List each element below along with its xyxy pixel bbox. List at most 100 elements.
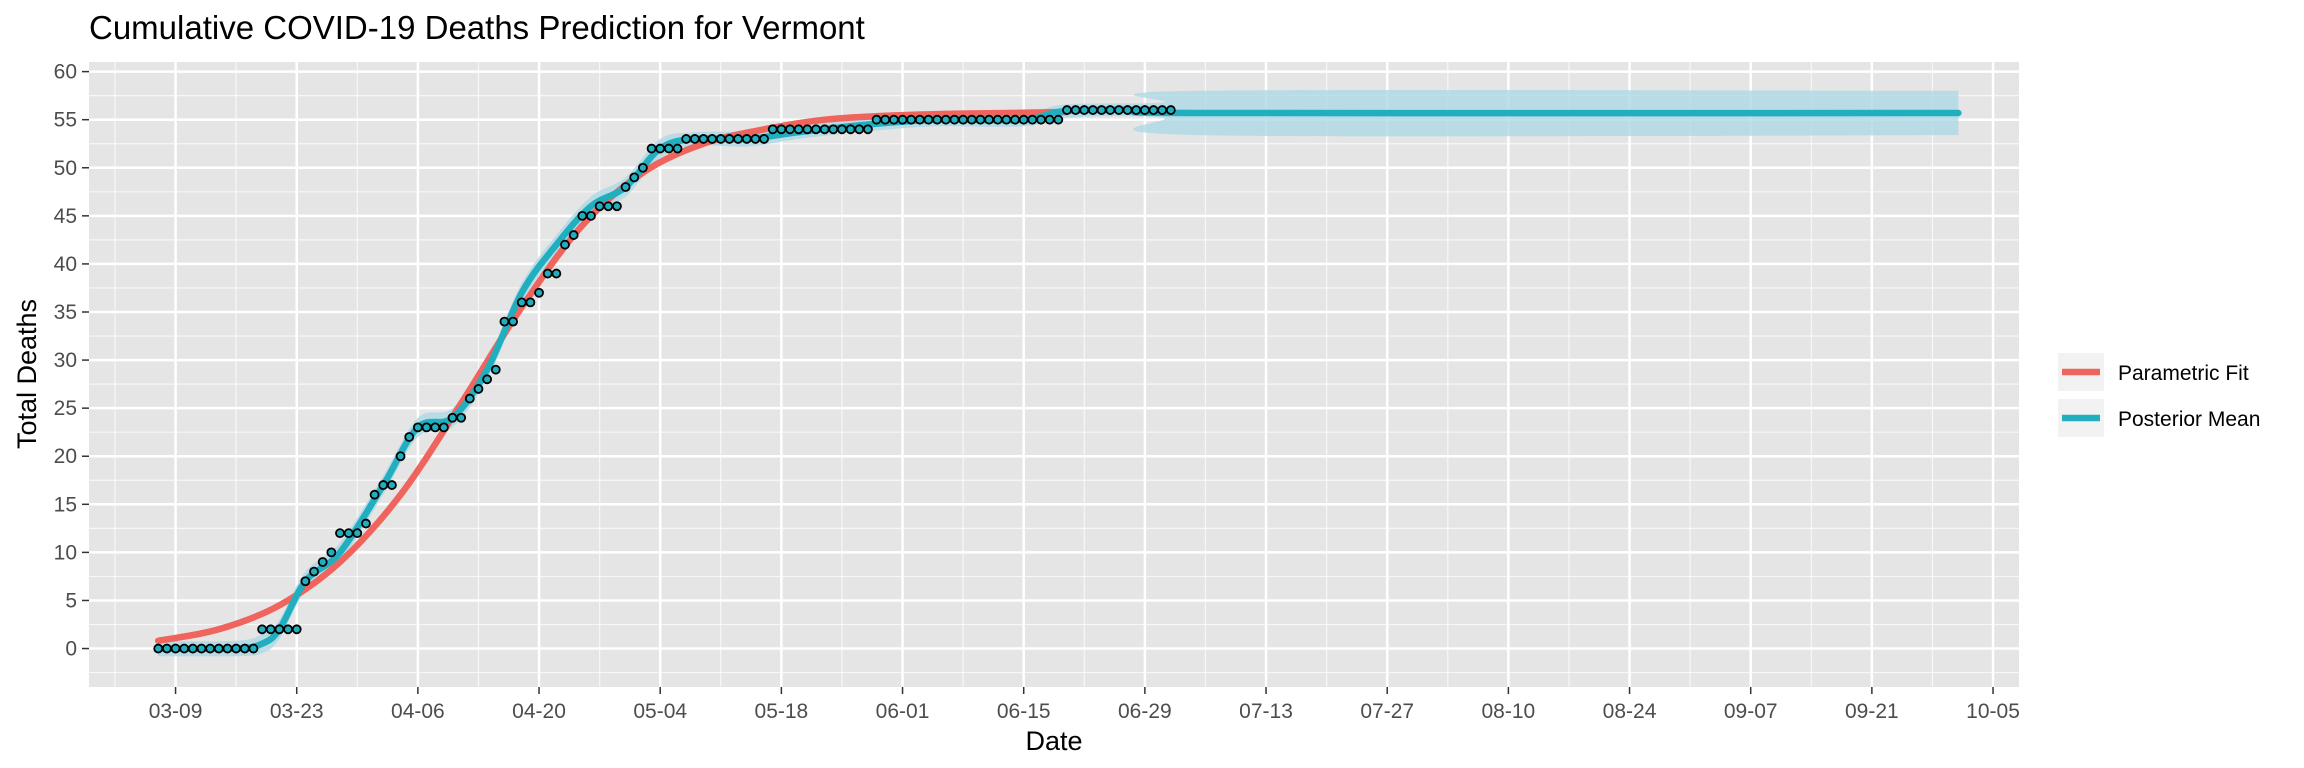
observed-point [1148, 105, 1159, 115]
observed-point [733, 134, 744, 144]
observed-point [681, 134, 692, 144]
y-axis-title: Total Deaths [12, 299, 42, 449]
observed-point [274, 624, 285, 635]
observed-point [404, 432, 415, 442]
observed-point [231, 643, 242, 654]
x-tick-label: 07-13 [1239, 700, 1293, 723]
observed-point [153, 643, 164, 654]
observed-point [863, 124, 873, 135]
y-tick-label: 5 [65, 589, 77, 612]
x-tick-label: 07-27 [1360, 700, 1414, 723]
observed-point [361, 518, 371, 529]
observed-point [629, 172, 640, 183]
observed-point [395, 451, 406, 462]
y-tick-label: 10 [54, 541, 77, 564]
observed-point [205, 643, 216, 654]
observed-point [1096, 105, 1107, 115]
observed-point [845, 124, 856, 135]
x-tick-label: 03-09 [149, 700, 203, 723]
observed-point [767, 124, 778, 135]
y-axis: 0 5 10 15 20 25 30 35 40 45 50 55 60 [54, 61, 89, 661]
y-tick-label: 35 [54, 301, 77, 324]
observed-point [802, 124, 813, 135]
legend-label-parametric-fit: Parametric Fit [2118, 362, 2249, 385]
observed-point [888, 114, 899, 125]
observed-point [672, 143, 683, 154]
observed-point [1018, 114, 1029, 125]
plot-panel [89, 62, 2019, 687]
observed-point [1122, 105, 1133, 115]
observed-point [300, 576, 311, 587]
observed-point [516, 297, 527, 308]
y-tick-label: 45 [54, 205, 77, 228]
observed-point [992, 114, 1003, 125]
observed-point [265, 624, 276, 635]
observed-point [1088, 105, 1098, 115]
observed-point [932, 114, 943, 125]
observed-point [958, 114, 969, 125]
observed-point [923, 114, 934, 125]
observed-point [828, 124, 839, 135]
x-tick-label: 06-15 [997, 700, 1051, 723]
observed-point [759, 134, 769, 144]
observed-point [568, 230, 579, 240]
observed-point [239, 643, 250, 654]
observed-point [326, 547, 337, 558]
x-tick-label: 05-04 [633, 700, 687, 723]
observed-point [707, 134, 718, 144]
observed-point [430, 422, 441, 433]
observed-point [914, 114, 925, 125]
x-axis-title: Date [1025, 726, 1082, 756]
x-tick-label: 04-20 [512, 700, 566, 723]
observed-point [551, 268, 562, 279]
observed-point [196, 643, 207, 654]
observed-point [283, 624, 293, 635]
observed-point [352, 528, 363, 539]
observed-point [560, 239, 570, 250]
observed-point [646, 143, 657, 154]
observed-point [1131, 105, 1142, 115]
observed-point [1114, 105, 1124, 115]
x-tick-label: 04-06 [391, 700, 445, 723]
legend: Parametric Fit Posterior Mean [2058, 353, 2260, 437]
observed-point [966, 114, 977, 125]
observed-point [421, 422, 432, 433]
x-tick-label: 06-29 [1118, 700, 1172, 723]
observed-point [508, 316, 518, 327]
x-tick-label: 05-18 [755, 700, 809, 723]
x-tick-label: 06-01 [876, 700, 930, 723]
y-tick-label: 15 [54, 493, 77, 516]
observed-point [1010, 114, 1020, 125]
y-tick-label: 20 [54, 445, 77, 468]
observed-point [612, 201, 622, 212]
y-tick-label: 30 [54, 349, 77, 372]
y-tick-label: 55 [54, 109, 77, 132]
observed-point [741, 134, 752, 144]
legend-label-posterior-mean: Posterior Mean [2118, 408, 2260, 431]
observed-point [343, 528, 354, 539]
y-tick-label: 0 [65, 638, 77, 661]
y-tick-label: 25 [54, 397, 77, 420]
observed-point [1044, 114, 1055, 125]
x-axis: 03-09 03-23 04-06 04-20 05-04 05-18 06-01 06-15… [149, 687, 2020, 723]
x-tick-label: 09-21 [1845, 700, 1899, 723]
observed-point [871, 114, 882, 125]
observed-point [776, 124, 787, 135]
x-tick-label: 09-07 [1724, 700, 1778, 723]
observed-point [837, 124, 847, 135]
observed-point [490, 364, 501, 375]
observed-point [309, 566, 319, 577]
observed-point [906, 114, 917, 125]
observed-point [257, 624, 267, 635]
observed-points [153, 105, 1176, 654]
observed-point [655, 143, 666, 154]
observed-point [1027, 114, 1038, 125]
x-tick-label: 10-05 [1966, 700, 2020, 723]
observed-point [819, 124, 830, 135]
observed-point [1165, 105, 1176, 115]
x-tick-label: 08-24 [1603, 700, 1657, 723]
observed-point [473, 384, 484, 394]
observed-point [464, 393, 475, 404]
y-tick-label: 60 [54, 61, 77, 84]
